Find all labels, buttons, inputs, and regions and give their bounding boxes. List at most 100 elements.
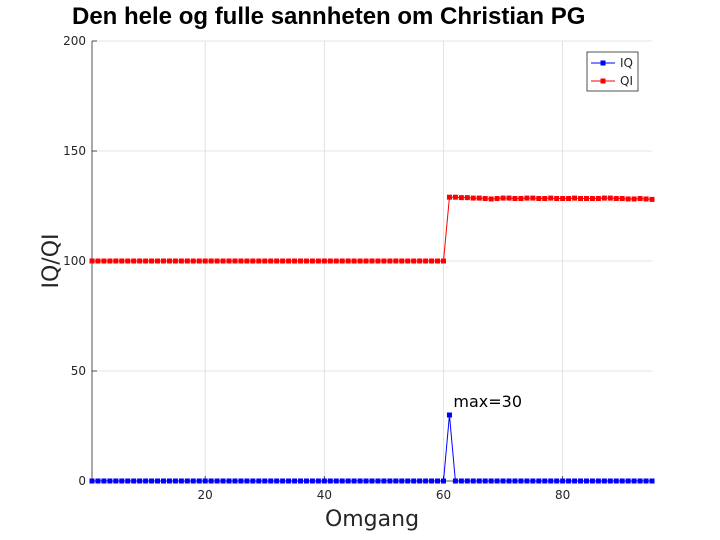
- data-point-iq: [429, 478, 435, 484]
- data-point-qi: [572, 195, 578, 201]
- data-point-qi: [339, 258, 345, 264]
- data-point-qi: [452, 194, 458, 200]
- data-point-iq: [589, 478, 595, 484]
- data-point-iq: [524, 478, 530, 484]
- data-point-qi: [172, 258, 178, 264]
- data-point-qi: [95, 258, 101, 264]
- data-point-qi: [131, 258, 137, 264]
- data-point-qi: [387, 258, 393, 264]
- data-point-qi: [589, 196, 595, 202]
- data-point-qi: [464, 195, 470, 201]
- y-axis-label: IQ/QI: [39, 233, 64, 288]
- data-point-iq: [155, 478, 161, 484]
- data-point-iq: [339, 478, 345, 484]
- data-point-qi: [631, 196, 637, 202]
- data-point-iq: [417, 478, 423, 484]
- data-point-qi: [315, 258, 321, 264]
- data-point-qi: [500, 195, 506, 201]
- data-point-qi: [363, 258, 369, 264]
- data-point-iq: [220, 478, 226, 484]
- legend-label-qi: QI: [620, 74, 633, 88]
- data-point-qi: [256, 258, 262, 264]
- data-point-iq: [178, 478, 184, 484]
- data-point-iq: [321, 478, 327, 484]
- data-point-qi: [303, 258, 309, 264]
- annotations: max=30: [453, 392, 522, 411]
- data-point-qi: [101, 258, 107, 264]
- data-point-iq: [613, 478, 619, 484]
- data-point-iq: [458, 478, 464, 484]
- data-point-iq: [172, 478, 178, 484]
- y-tick-label: 100: [63, 254, 86, 268]
- data-point-iq: [303, 478, 309, 484]
- data-point-iq: [196, 478, 202, 484]
- data-point-qi: [578, 196, 584, 202]
- data-point-qi: [202, 258, 208, 264]
- data-point-iq: [542, 478, 548, 484]
- data-point-iq: [244, 478, 250, 484]
- data-point-iq: [327, 478, 333, 484]
- data-point-iq: [95, 478, 101, 484]
- data-point-iq: [464, 478, 470, 484]
- data-point-qi: [113, 258, 119, 264]
- data-point-qi: [351, 258, 357, 264]
- data-point-qi: [512, 196, 518, 202]
- x-tick-label: 80: [555, 488, 570, 502]
- data-point-iq: [512, 478, 518, 484]
- data-point-iq: [369, 478, 375, 484]
- data-point-iq: [566, 478, 572, 484]
- data-point-qi: [643, 196, 649, 202]
- data-point-iq: [482, 478, 488, 484]
- data-point-qi: [440, 258, 446, 264]
- data-point-qi: [286, 258, 292, 264]
- data-point-qi: [399, 258, 405, 264]
- data-point-qi: [393, 258, 399, 264]
- data-point-iq: [500, 478, 506, 484]
- data-point-iq: [202, 478, 208, 484]
- data-point-iq: [363, 478, 369, 484]
- data-point-iq: [625, 478, 631, 484]
- data-point-iq: [357, 478, 363, 484]
- axes: 0 50 100 150 200 20 40 60 80: [63, 34, 652, 502]
- data-point-iq: [190, 478, 196, 484]
- data-point-iq: [488, 478, 494, 484]
- data-point-iq: [649, 478, 655, 484]
- data-point-qi: [274, 258, 280, 264]
- data-point-qi: [268, 258, 274, 264]
- y-tick-label: 200: [63, 34, 86, 48]
- data-point-iq: [393, 478, 399, 484]
- data-point-iq: [423, 478, 429, 484]
- data-point-iq: [238, 478, 244, 484]
- data-point-iq: [583, 478, 589, 484]
- data-point-qi: [208, 258, 214, 264]
- data-point-qi: [137, 258, 143, 264]
- data-point-iq: [643, 478, 649, 484]
- data-point-iq: [274, 478, 280, 484]
- x-tick-label: 60: [436, 488, 451, 502]
- data-point-iq: [387, 478, 393, 484]
- series-line-qi: [92, 196, 653, 262]
- data-point-iq: [440, 478, 446, 484]
- x-tick-label: 20: [198, 488, 213, 502]
- data-point-qi: [345, 258, 351, 264]
- data-point-qi: [190, 258, 196, 264]
- data-point-iq: [280, 478, 286, 484]
- legend-label-iq: IQ: [620, 56, 633, 70]
- data-point-iq: [536, 478, 542, 484]
- data-point-qi: [238, 258, 244, 264]
- data-point-qi: [476, 195, 482, 201]
- data-point-qi: [375, 258, 381, 264]
- data-point-iq: [89, 478, 95, 484]
- data-point-iq: [309, 478, 315, 484]
- data-point-qi: [423, 258, 429, 264]
- data-point-qi: [482, 196, 488, 202]
- data-point-qi: [619, 196, 625, 202]
- data-point-qi: [649, 196, 655, 202]
- data-point-iq: [572, 478, 578, 484]
- data-point-iq: [470, 478, 476, 484]
- data-point-qi: [357, 258, 363, 264]
- data-point-qi: [429, 258, 435, 264]
- data-point-qi: [143, 258, 149, 264]
- data-point-qi: [166, 258, 172, 264]
- data-point-qi: [470, 195, 476, 201]
